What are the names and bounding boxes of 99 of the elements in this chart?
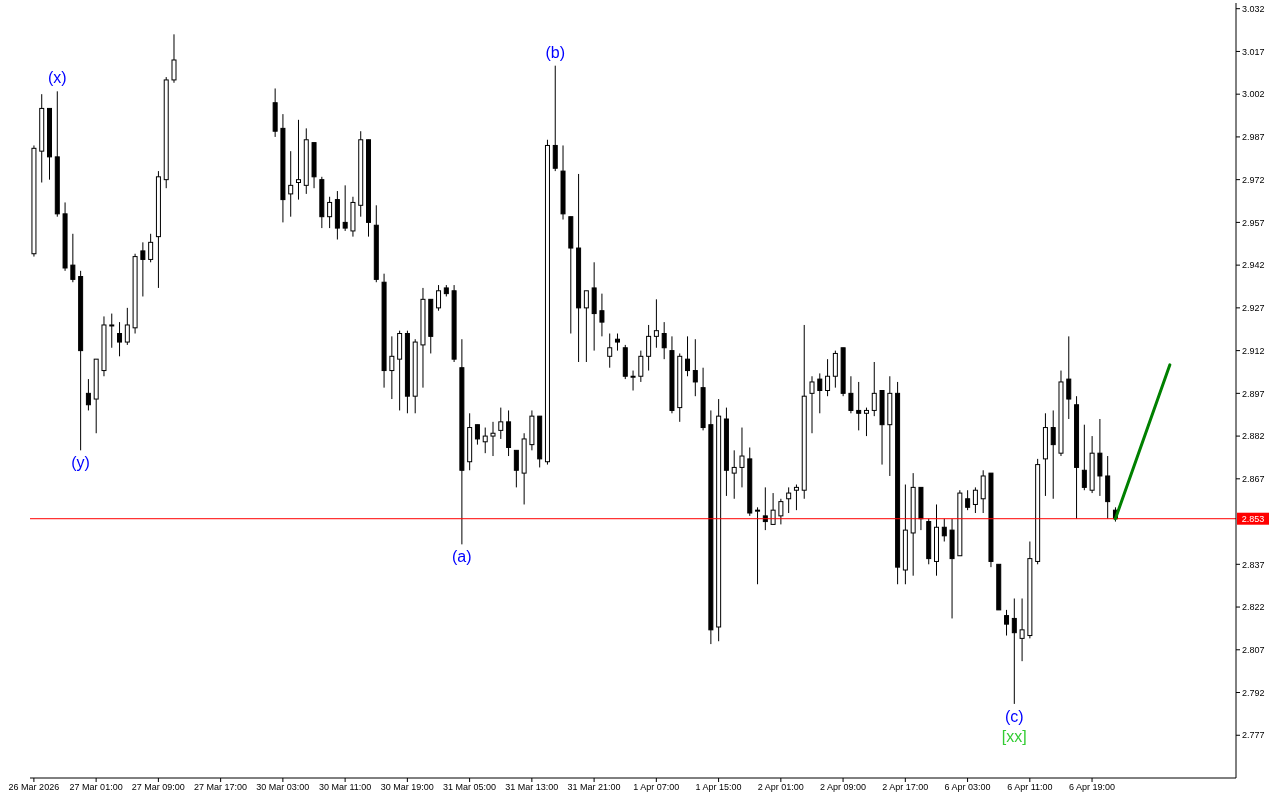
candlestick	[778, 498, 784, 525]
candlestick	[70, 233, 76, 283]
candlestick	[482, 427, 488, 454]
y-tick-label: 2.807	[1242, 644, 1265, 655]
x-tick-label: 2 Apr 09:00	[820, 782, 867, 793]
x-tick-label: 31 Mar 13:00	[505, 782, 559, 793]
candlestick	[124, 307, 130, 346]
y-tick-label: 2.972	[1242, 174, 1265, 185]
candlestick	[117, 321, 123, 357]
candlestick	[148, 233, 154, 263]
x-tick-label: 6 Apr 03:00	[944, 782, 991, 793]
candlestick	[1004, 609, 1010, 637]
candlestick	[583, 290, 589, 363]
candlestick	[692, 338, 698, 397]
candlestick	[980, 469, 986, 514]
annotation: (c)	[1004, 707, 1024, 725]
y-tick-label: 2.897	[1242, 388, 1265, 399]
candlestick	[607, 333, 613, 369]
y-tick-label: 2.942	[1242, 260, 1265, 271]
candlestick	[646, 324, 652, 372]
candlestick	[786, 486, 792, 514]
candlestick	[755, 506, 761, 585]
x-tick-label: 31 Mar 05:00	[443, 782, 497, 793]
x-tick-label: 27 Mar 09:00	[131, 782, 185, 793]
candlestick	[85, 378, 91, 411]
candlestick	[856, 381, 862, 431]
candlestick	[490, 421, 496, 457]
x-tick-label: 6 Apr 11:00	[1007, 782, 1053, 793]
x-tick-label: 2 Apr 01:00	[757, 782, 804, 793]
x-tick-label: 30 Mar 11:00	[318, 782, 372, 793]
annotation: (b)	[545, 43, 565, 61]
x-tick-label: 27 Mar 17:00	[194, 782, 248, 793]
candlestick	[793, 484, 799, 511]
annotation: (a)	[452, 548, 472, 566]
candlestick	[109, 313, 115, 349]
candlestick	[739, 427, 745, 488]
candlestick	[863, 407, 869, 437]
candlestick	[327, 196, 333, 229]
candlestick	[685, 335, 691, 377]
candlestick	[832, 350, 838, 389]
candlestick	[817, 372, 823, 414]
y-tick-label: 2.792	[1242, 687, 1265, 698]
candlestick	[1011, 598, 1017, 705]
candlestick	[171, 33, 177, 84]
candlestick	[1081, 424, 1087, 491]
candlestick	[552, 65, 558, 172]
annotation: (y)	[71, 454, 90, 472]
y-tick-label: 2.777	[1242, 730, 1265, 741]
y-tick-label: 3.002	[1242, 89, 1265, 100]
x-tick-label: 1 Apr 15:00	[695, 782, 742, 793]
candlestick	[770, 492, 776, 525]
y-tick-label: 3.032	[1242, 3, 1265, 14]
y-tick-label: 3.017	[1242, 46, 1265, 57]
candlestick	[972, 486, 978, 514]
candlestick	[965, 489, 971, 511]
candlestick	[599, 293, 605, 337]
candlestick	[1050, 409, 1056, 500]
candlestick	[1019, 598, 1025, 662]
candlestick	[941, 518, 947, 543]
x-tick-label: 2 Apr 17:00	[882, 782, 929, 793]
annotation: [xx]	[1001, 727, 1027, 745]
y-tick-label: 2.912	[1242, 345, 1265, 356]
y-tick-label: 2.927	[1242, 303, 1265, 314]
x-tick-label: 6 Apr 19:00	[1069, 782, 1116, 793]
candlestick	[295, 119, 301, 201]
candlestick	[288, 150, 294, 218]
annotation: (x)	[47, 69, 67, 87]
candlestick	[342, 184, 348, 232]
x-tick-label: 27 Mar 01:00	[69, 782, 123, 793]
candlestick	[513, 449, 519, 488]
y-tick-label: 2.882	[1242, 431, 1265, 442]
ref-line-label: 2.853	[1241, 514, 1265, 525]
candlestick	[1066, 335, 1072, 420]
candlestick	[731, 449, 737, 500]
candlestick	[825, 358, 831, 397]
x-tick-label: 31 Mar 21:00	[567, 782, 621, 793]
candlestick	[436, 284, 442, 312]
candlestick	[661, 321, 667, 360]
candlestick	[809, 375, 815, 434]
candlestick	[653, 298, 659, 349]
x-tick-label: 1 Apr 07:00	[633, 782, 680, 793]
y-tick-label: 2.822	[1242, 602, 1265, 613]
candlestick	[762, 486, 768, 531]
y-tick-label: 2.867	[1242, 474, 1265, 485]
y-tick-label: 2.837	[1242, 559, 1265, 570]
candlestick	[638, 350, 644, 383]
y-tick-label: 2.987	[1242, 132, 1265, 143]
x-tick-label: 30 Mar 19:00	[380, 782, 434, 793]
x-tick-label: 30 Mar 03:00	[256, 782, 310, 793]
candlestick	[389, 335, 395, 400]
x-tick-label: 26 Mar 2026	[8, 782, 60, 793]
candlestick	[1097, 418, 1103, 497]
candlestick	[871, 361, 877, 417]
candlestick	[140, 241, 146, 297]
y-tick-label: 2.957	[1242, 217, 1265, 228]
candlestick	[630, 370, 636, 391]
candlestick	[498, 407, 504, 440]
candlestick	[474, 424, 480, 446]
candlestick	[848, 375, 854, 414]
